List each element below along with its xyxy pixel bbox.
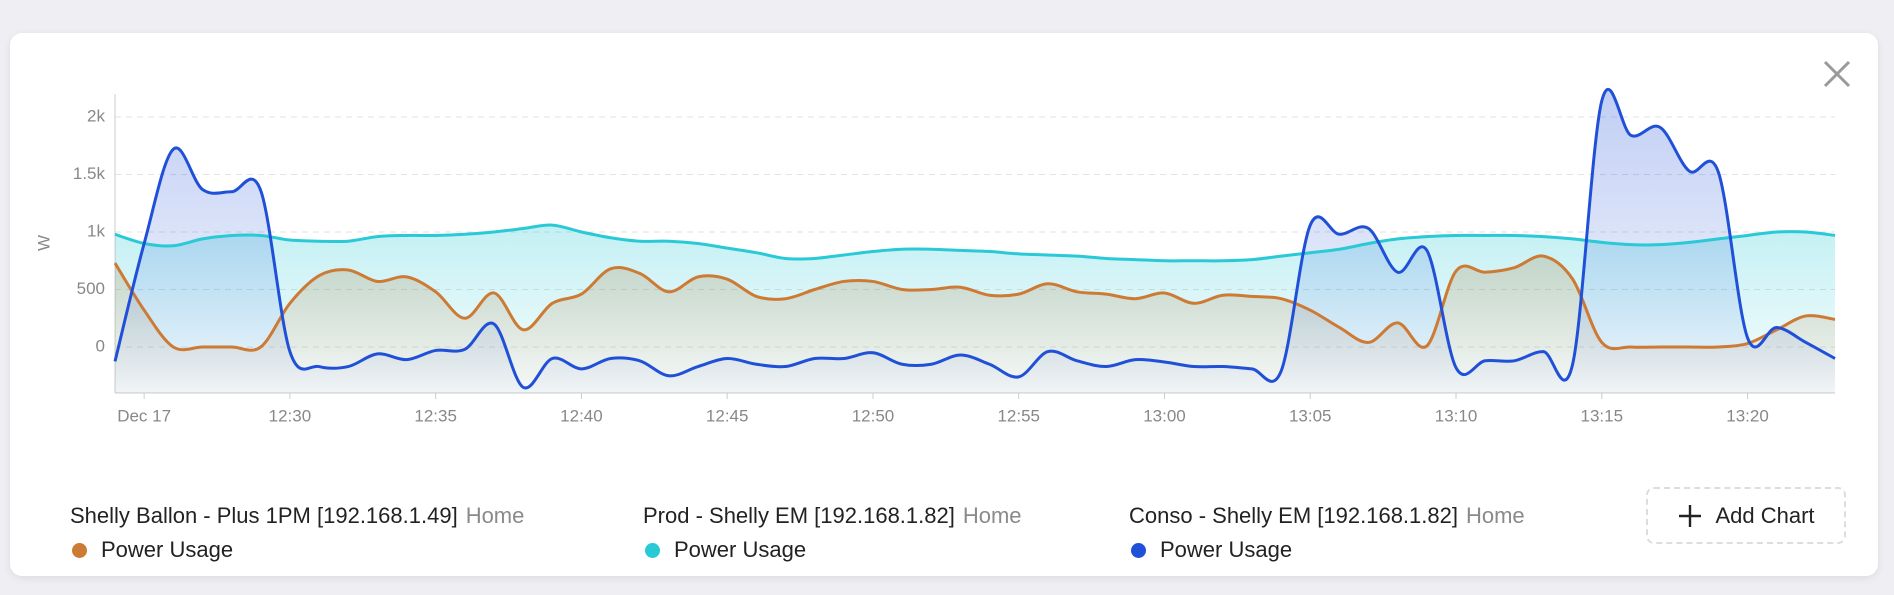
x-tick-label: 13:10	[1435, 406, 1478, 425]
y-tick-label: 1.5k	[73, 164, 106, 183]
legend-label: Power Usage	[1160, 537, 1293, 562]
legend-swatch	[72, 542, 87, 558]
legend-group: Home	[1465, 503, 1525, 528]
y-axis-label: W	[34, 235, 53, 251]
line	[113, 254, 1836, 352]
x-tick-label: 12:30	[269, 406, 312, 425]
legend-swatch	[1131, 542, 1146, 558]
legend-row: Power Usage	[1129, 537, 1525, 563]
legend-row: Prod - Shelly EM [192.168.1.82] Home	[643, 503, 1022, 529]
legend-group: Home	[465, 503, 525, 528]
legend-device: Shelly Ballon - Plus 1PM [192.168.1.49]	[70, 503, 458, 528]
line	[113, 88, 1836, 390]
legend-device: Prod - Shelly EM [192.168.1.82]	[643, 503, 955, 528]
y-tick-label: 500	[77, 279, 105, 298]
legend-group: Home	[962, 503, 1022, 528]
legend-device: Conso - Shelly EM [192.168.1.82]	[1129, 503, 1458, 528]
add-chart-button[interactable]: Add Chart	[1646, 487, 1846, 544]
chart-card: W 0 500 1k 1.5k 2k Dec 17 12:30 12:35 12:40 12:45…	[10, 33, 1878, 576]
x-tick-label: 12:45	[706, 406, 749, 425]
y-tick-label: 0	[96, 336, 105, 355]
y-tick-label: 2k	[87, 106, 105, 125]
close-button[interactable]	[1823, 60, 1851, 88]
legend-item[interactable]: Prod - Shelly EM [192.168.1.82] Home Power…	[643, 503, 1022, 563]
legend-swatch	[645, 542, 660, 558]
x-tick-label: 12:55	[997, 406, 1040, 425]
y-tick-label: 1k	[87, 221, 105, 240]
area	[115, 89, 1835, 393]
legend-row: Power Usage	[70, 537, 524, 563]
legend-label: Power Usage	[101, 537, 234, 562]
x-tick-label: 12:50	[852, 406, 895, 425]
x-tick-label: 13:20	[1726, 406, 1769, 425]
x-tick-label: 13:05	[1289, 406, 1332, 425]
plus-icon	[1679, 504, 1702, 527]
legend-label: Power Usage	[674, 537, 807, 562]
chart: W 0 500 1k 1.5k 2k Dec 17 12:30 12:35 12:40 12:45…	[34, 60, 1851, 425]
x-tick-label: 12:35	[414, 406, 457, 425]
button-label: Add Chart	[1715, 502, 1815, 528]
legend-item[interactable]: Shelly Ballon - Plus 1PM [192.168.1.49] H…	[70, 503, 524, 563]
x-tick-label: Dec 17	[117, 406, 171, 425]
legend-row: Shelly Ballon - Plus 1PM [192.168.1.49] H…	[70, 503, 524, 529]
x-tick-label: 13:15	[1581, 406, 1624, 425]
legend-row: Power Usage	[643, 537, 1022, 563]
line	[114, 223, 1836, 263]
x-tick-label: 13:00	[1143, 406, 1186, 425]
close-icon	[1823, 60, 1851, 88]
legend-item[interactable]: Conso - Shelly EM [192.168.1.82] Home Powe…	[1129, 503, 1525, 563]
x-tick-label: 12:40	[560, 406, 603, 425]
legend-row: Conso - Shelly EM [192.168.1.82] Home	[1129, 503, 1525, 529]
